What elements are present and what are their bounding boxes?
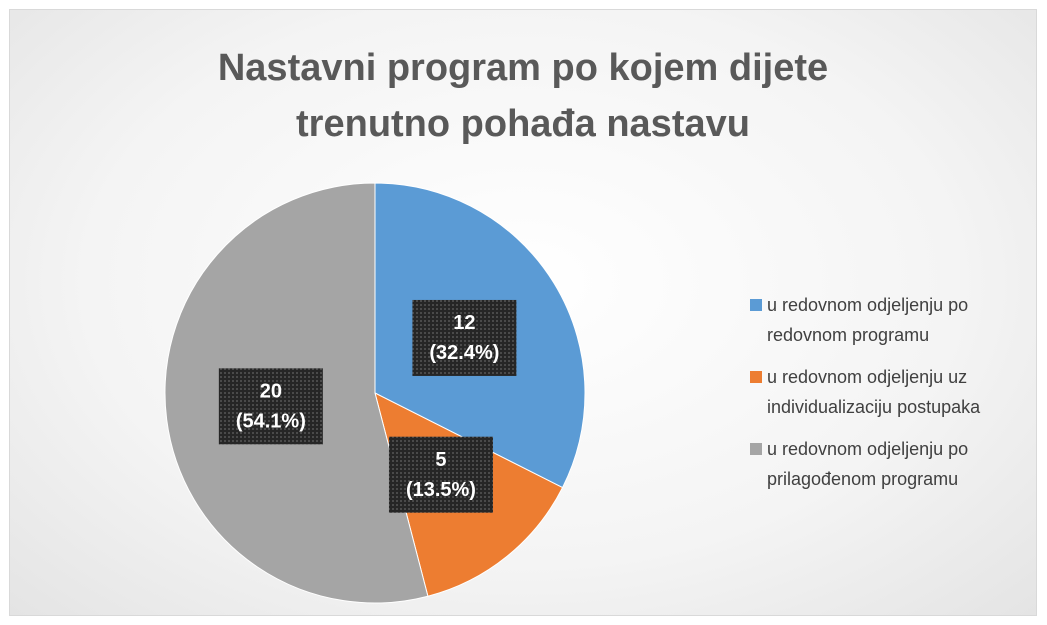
legend: u redovnom odjeljenju po redovnom progra…	[750, 290, 1030, 506]
legend-swatch	[750, 371, 762, 383]
chart-title: Nastavni program po kojem dijete trenutn…	[217, 47, 829, 145]
data-label-percent: (32.4%)	[429, 342, 499, 364]
data-label-percent: (13.5%)	[406, 479, 476, 501]
data-label: 20	[260, 381, 282, 403]
data-label-box	[388, 436, 493, 513]
data-label: 12	[453, 312, 475, 334]
data-label-percent: (54.1%)	[236, 411, 306, 433]
data-label-box	[218, 368, 323, 445]
data-label-box	[412, 299, 517, 376]
legend-label: u redovnom odjeljenju po prilagođenom pr…	[767, 439, 969, 489]
legend-label: u redovnom odjeljenju po redovnom progra…	[767, 295, 969, 345]
legend-item: u redovnom odjeljenju uz individualizaci…	[750, 362, 1030, 422]
legend-swatch	[750, 299, 762, 311]
legend-item: u redovnom odjeljenju po redovnom progra…	[750, 290, 1030, 350]
legend-item: u redovnom odjeljenju po prilagođenom pr…	[750, 434, 1030, 494]
legend-swatch	[750, 443, 762, 455]
legend-label: u redovnom odjeljenju uz individualizaci…	[767, 367, 981, 417]
data-label: 5	[435, 449, 446, 471]
